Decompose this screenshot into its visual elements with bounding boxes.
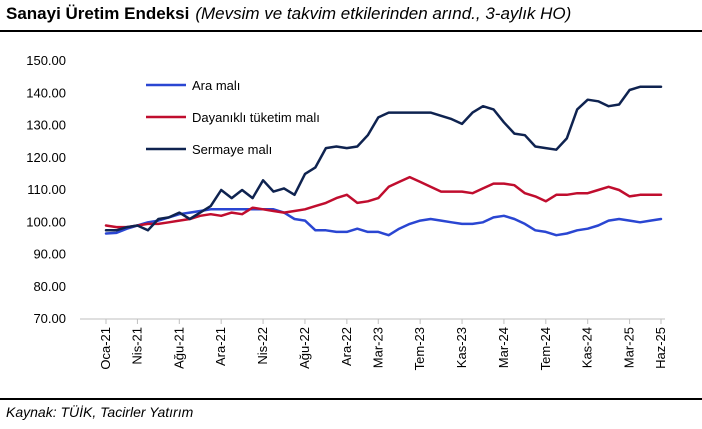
x-tick-label: Ağu-21 [171,327,186,369]
series-line-2 [104,175,663,229]
x-tick-label: Mar-24 [496,327,511,368]
series-line-3 [104,85,663,232]
top-rule [0,30,702,32]
x-tick-label: Kas-24 [580,327,595,368]
y-tick-label: 130.00 [26,118,66,133]
y-tick-label: 120.00 [26,150,66,165]
x-tick-label: Nis-22 [255,327,270,365]
x-tick-label: Kas-23 [454,327,469,368]
x-tick-label: Tem-24 [538,327,553,370]
legend-label-1: Ara malı [192,78,240,93]
x-tick-label: Mar-23 [370,327,385,368]
x-tick-label: Haz-25 [653,327,668,369]
legend-label-3: Sermaye malı [192,142,272,157]
chart-subtitle: (Mevsim ve takvim etkilerinden arınd., 3… [195,4,572,23]
chart-title: Sanayi Üretim Endeksi [6,4,190,23]
bottom-rule [0,398,702,400]
y-tick-label: 150.00 [26,53,66,68]
x-tick-label: Ara-22 [339,327,354,366]
x-tick-label: Oca-21 [98,327,113,370]
chart-title-row: Sanayi Üretim Endeksi (Mevsim ve takvim e… [6,4,571,24]
y-tick-label: 80.00 [33,279,66,294]
x-tick-label: Nis-21 [129,327,144,365]
y-tick-label: 140.00 [26,85,66,100]
source-note: Kaynak: TÜİK, Tacirler Yatırım [6,404,194,420]
x-tick-label: Mar-25 [622,327,637,368]
y-tick-label: 110.00 [27,182,66,197]
x-tick-label: Ağu-22 [297,327,312,369]
y-tick-label: 70.00 [33,311,66,326]
y-tick-label: 100.00 [26,214,66,229]
series-line-1 [104,208,663,237]
line-chart: 70.00 80.00 90.00 100.00 110.00 120.00 130.00 1… [26,53,668,370]
x-tick-label: Tem-23 [412,327,427,370]
x-tick-label: Ara-21 [213,327,228,366]
legend-label-2: Dayanıklı tüketim malı [192,110,320,125]
y-tick-label: 90.00 [33,247,66,262]
